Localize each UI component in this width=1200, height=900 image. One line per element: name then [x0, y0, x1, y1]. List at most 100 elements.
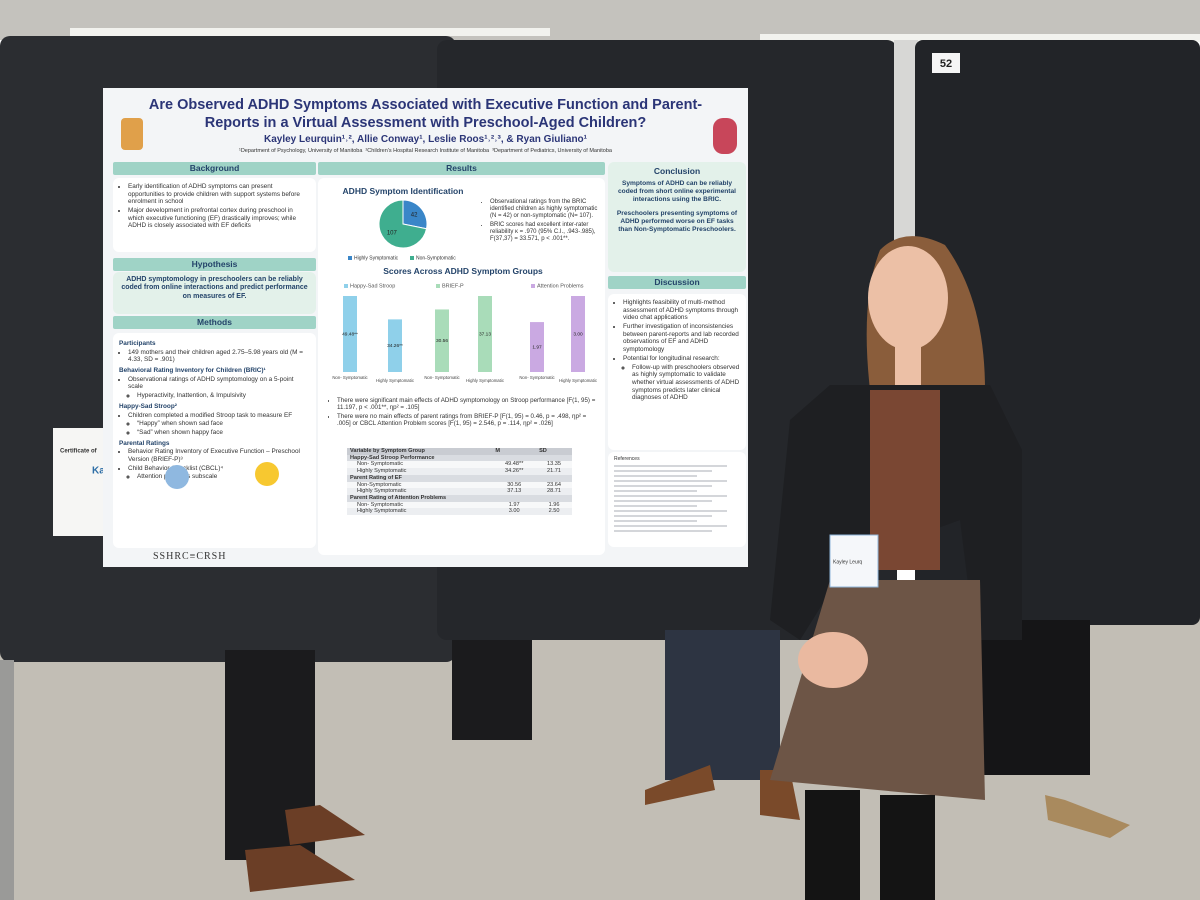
funder: SSHRC≡CRSH	[153, 551, 227, 562]
pie-notes: Observational ratings from the BRIC iden…	[481, 198, 601, 244]
table-row: Non- Symptomatic 49.48** 13.35	[347, 461, 572, 469]
conclusion-text: Symptoms of ADHD can be reliably coded f…	[618, 180, 736, 203]
reference-line	[614, 520, 698, 522]
methods-box: Participants149 mothers and their childr…	[113, 333, 316, 548]
logo	[713, 118, 737, 154]
bullet: Observational ratings from the BRIC iden…	[490, 199, 601, 221]
bar-value-label: 1.97	[532, 344, 542, 350]
table-header-cell: Variable by Symptom Group	[347, 448, 493, 455]
legs	[805, 790, 860, 900]
table-row: Parent Rating of Attention Problems	[347, 494, 572, 502]
pole	[894, 40, 918, 240]
stats-notes: There were significant main effects of A…	[328, 396, 598, 429]
subheading: Behavioral Rating Inventory for Children…	[119, 367, 266, 375]
sub-list: Follow-up with preschoolers observed as …	[623, 364, 740, 402]
shoe	[285, 805, 365, 845]
table-cell: Non-Symptomatic	[357, 481, 402, 488]
reference-line	[614, 470, 713, 472]
table-row: Highly Symptomatic 3.00 2.50	[347, 508, 572, 516]
section-header: Conclusion	[653, 166, 701, 176]
table-cell: Non- Symptomatic	[357, 461, 404, 468]
light	[760, 34, 1200, 42]
hands	[798, 632, 868, 688]
pie-slice	[402, 199, 428, 230]
shoe	[645, 765, 715, 805]
table-row: Non- Symptomatic 1.97 1.96	[347, 501, 572, 509]
legend-swatch	[344, 284, 348, 288]
table-row: Variable by Symptom Group M SD	[347, 448, 572, 455]
bullet-list: Observational ratings from the BRIC iden…	[481, 199, 601, 243]
pie-slice	[378, 199, 428, 249]
table-cell: 3.00	[508, 508, 520, 515]
table-cell: 28.71	[547, 488, 562, 495]
legend-label: Non-Symptomatic	[416, 255, 456, 261]
bullet: Behavior Rating Inventory of Executive F…	[128, 448, 310, 463]
shoe	[245, 845, 355, 892]
table-header-cell: SD	[536, 448, 572, 455]
bullet-list: There were significant main effects of A…	[328, 397, 598, 428]
bar-value-label: 3.00	[573, 331, 583, 337]
booth-sign	[932, 53, 960, 73]
table-wrap: Variable by Symptom Group M SD Happy-Sad St…	[347, 448, 572, 516]
bar	[478, 296, 492, 372]
bar-chart: Happy-Sad Stroop 49.48** Non- Symptomatic 3…	[332, 283, 598, 383]
bullet: Potential for longitudinal research: Foll…	[623, 355, 740, 402]
table-cell: Highly Symptomatic	[357, 488, 407, 495]
pie-chart: 42 Highly Symptomatic 107 Non-Symptomatic	[348, 199, 456, 261]
face	[868, 246, 948, 350]
table-cell: Highly Symptomatic	[357, 468, 407, 475]
reference-line	[614, 525, 728, 527]
bar-value-label: 30.56	[436, 338, 448, 344]
bar-value-label: 34.26**	[387, 343, 403, 349]
name-badge	[829, 534, 879, 588]
discussion-box: Highlights feasibility of multi-method a…	[608, 294, 746, 450]
table-cell: 1.97	[508, 501, 520, 508]
table-section-cell: Happy-Sad Stroop Performance	[347, 454, 572, 462]
shoe	[760, 770, 800, 820]
legend-label: Attention Problems	[537, 283, 584, 289]
bullet: There were no main effects of parent rat…	[337, 413, 598, 428]
shirt	[870, 390, 940, 570]
reference-line	[614, 480, 728, 482]
sub-bullet: Attention problems subscale	[137, 473, 310, 481]
pie-label: 42	[411, 212, 418, 218]
legend-swatch	[531, 284, 535, 288]
subheading: Participants	[119, 340, 156, 347]
table-cell: 34.26**	[505, 468, 524, 475]
bullet-list: Behavior Rating Inventory of Executive F…	[119, 448, 310, 481]
bullet-text: Further investigation of inconsistencies…	[623, 323, 739, 354]
dress	[980, 620, 1090, 775]
bullet-text: 149 mothers and their children aged 2.75…	[128, 348, 303, 364]
table-section-cell: Parent Rating of Attention Problems	[347, 494, 572, 502]
table-section-cell: Parent Rating of EF	[347, 474, 572, 482]
bar	[388, 319, 402, 372]
bullet-list: 149 mothers and their children aged 2.75…	[119, 349, 310, 364]
reference-line	[614, 505, 698, 507]
bullet: Observational ratings of ADHD symptomolo…	[128, 376, 310, 400]
booth-number: 52	[940, 58, 952, 70]
legs	[452, 640, 532, 740]
reference-line	[614, 465, 728, 467]
table-cell: Highly Symptomatic	[357, 508, 407, 515]
shoe	[1045, 795, 1130, 838]
section-header: Results	[318, 162, 605, 175]
bullet-list: Observational ratings of ADHD symptomolo…	[119, 376, 310, 400]
badge-name: Kayley Leurq	[833, 559, 862, 565]
reference-line	[614, 515, 713, 517]
bullet-list: Early identification of ADHD symptoms ca…	[119, 183, 310, 230]
pie-label: 107	[387, 231, 398, 237]
section-header: Discussion	[608, 276, 746, 289]
bullet-text: Observational ratings of ADHD symptomolo…	[128, 375, 294, 391]
section-header: Methods	[113, 316, 316, 329]
bar-value-label: 49.48**	[342, 331, 358, 337]
legend-swatch	[410, 256, 414, 260]
affiliations: ¹Department of Psychology, University of…	[239, 148, 612, 154]
table-cell: Non- Symptomatic	[357, 501, 404, 508]
bullet-text: Highlights feasibility of multi-method a…	[623, 299, 739, 322]
table-cell: 13.35	[547, 461, 562, 468]
bar	[571, 296, 585, 372]
bullet: Major development in prefrontal cortex d…	[128, 207, 310, 230]
references-heading: References	[614, 456, 640, 462]
subheading: Happy-Sad Stroop²	[119, 402, 177, 410]
